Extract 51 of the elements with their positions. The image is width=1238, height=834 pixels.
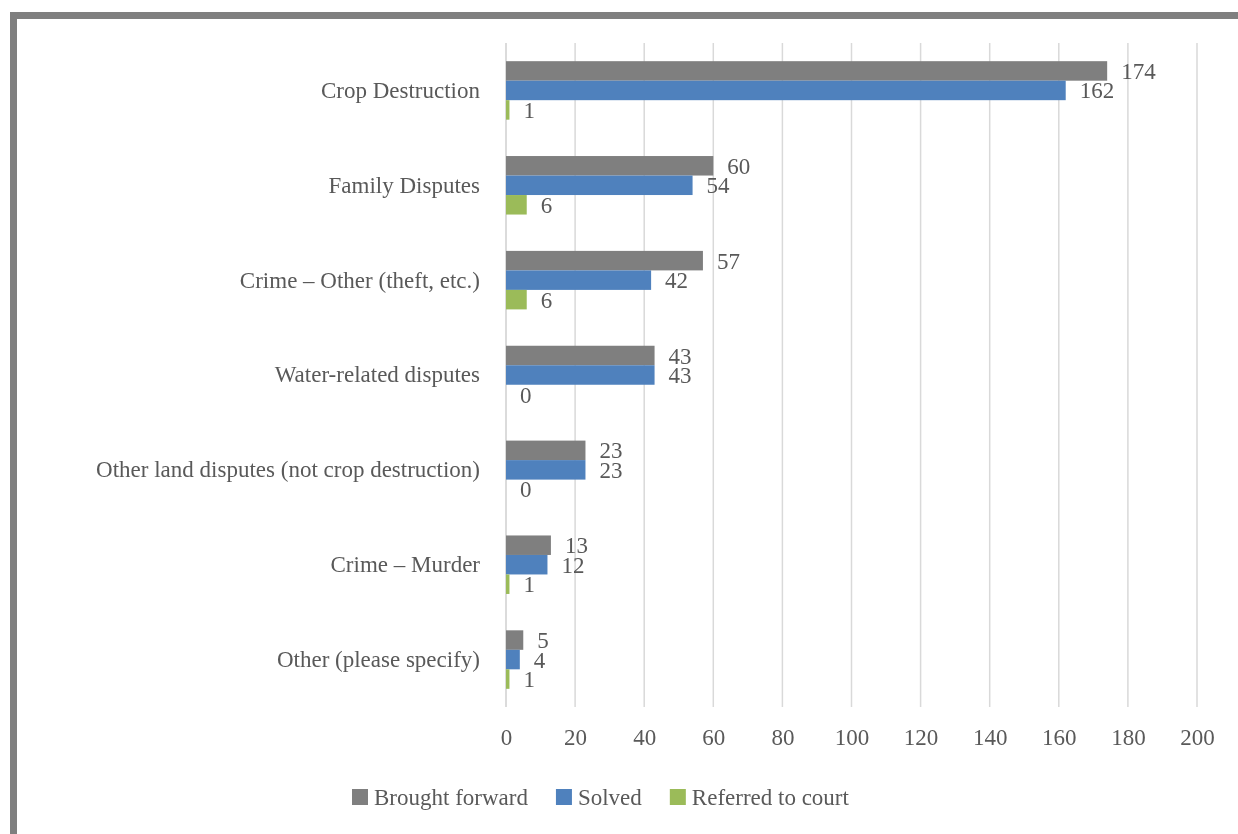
legend-label: Solved — [577, 785, 643, 810]
y-tick-label: Water-related disputes — [274, 362, 481, 388]
data-label: 6 — [540, 192, 553, 218]
bar — [506, 554, 548, 575]
bar — [506, 100, 510, 120]
bar — [506, 535, 551, 555]
bar — [506, 156, 714, 176]
legend-label: Referred to court — [691, 785, 850, 810]
bar — [506, 440, 586, 461]
x-tick-label: 120 — [903, 725, 939, 751]
bar — [506, 574, 510, 594]
data-label: 0 — [520, 382, 532, 408]
y-tick-label: Family Disputes — [328, 172, 481, 198]
bar — [506, 175, 693, 196]
x-tick-label: 20 — [564, 725, 588, 751]
bar — [506, 270, 652, 290]
x-tick-label: 80 — [771, 725, 795, 751]
bar — [506, 250, 703, 271]
bar — [506, 61, 1108, 81]
x-tick-label: 200 — [1180, 725, 1215, 751]
x-tick-label: 100 — [834, 725, 870, 751]
y-tick-label: Other (please specify) — [276, 646, 480, 672]
data-label: 1 — [523, 572, 535, 598]
x-tick-label: 40 — [633, 725, 657, 751]
x-tick-label: 60 — [702, 725, 726, 751]
x-tick-label: 140 — [972, 725, 1008, 751]
y-tick-label: Other land disputes (not crop destruction) — [96, 457, 480, 483]
bar — [506, 289, 527, 310]
data-label: 174 — [1121, 58, 1157, 84]
data-label: 57 — [716, 248, 740, 274]
bar — [506, 365, 655, 385]
bar — [506, 669, 510, 689]
x-tick-label: 160 — [1042, 725, 1077, 751]
bar — [506, 649, 520, 670]
data-label: 1 — [523, 97, 535, 123]
y-tick-label: Crime – Murder — [330, 552, 481, 578]
data-label: 1 — [523, 667, 535, 693]
x-tick-label: 0 — [500, 725, 513, 751]
bar — [506, 80, 1066, 101]
data-label: 162 — [1079, 78, 1115, 104]
legend-label: Brought forward — [374, 785, 529, 810]
data-label: 6 — [540, 287, 553, 313]
data-label: 42 — [665, 268, 689, 294]
y-tick-label: Crop Destruction — [320, 77, 481, 103]
data-label: 0 — [520, 477, 532, 503]
bar — [506, 630, 524, 650]
bar — [506, 195, 527, 215]
bar — [506, 345, 655, 366]
x-tick-label: 180 — [1111, 725, 1146, 751]
y-tick-label: Crime – Other (theft, etc.) — [239, 267, 480, 293]
bar — [506, 460, 586, 480]
